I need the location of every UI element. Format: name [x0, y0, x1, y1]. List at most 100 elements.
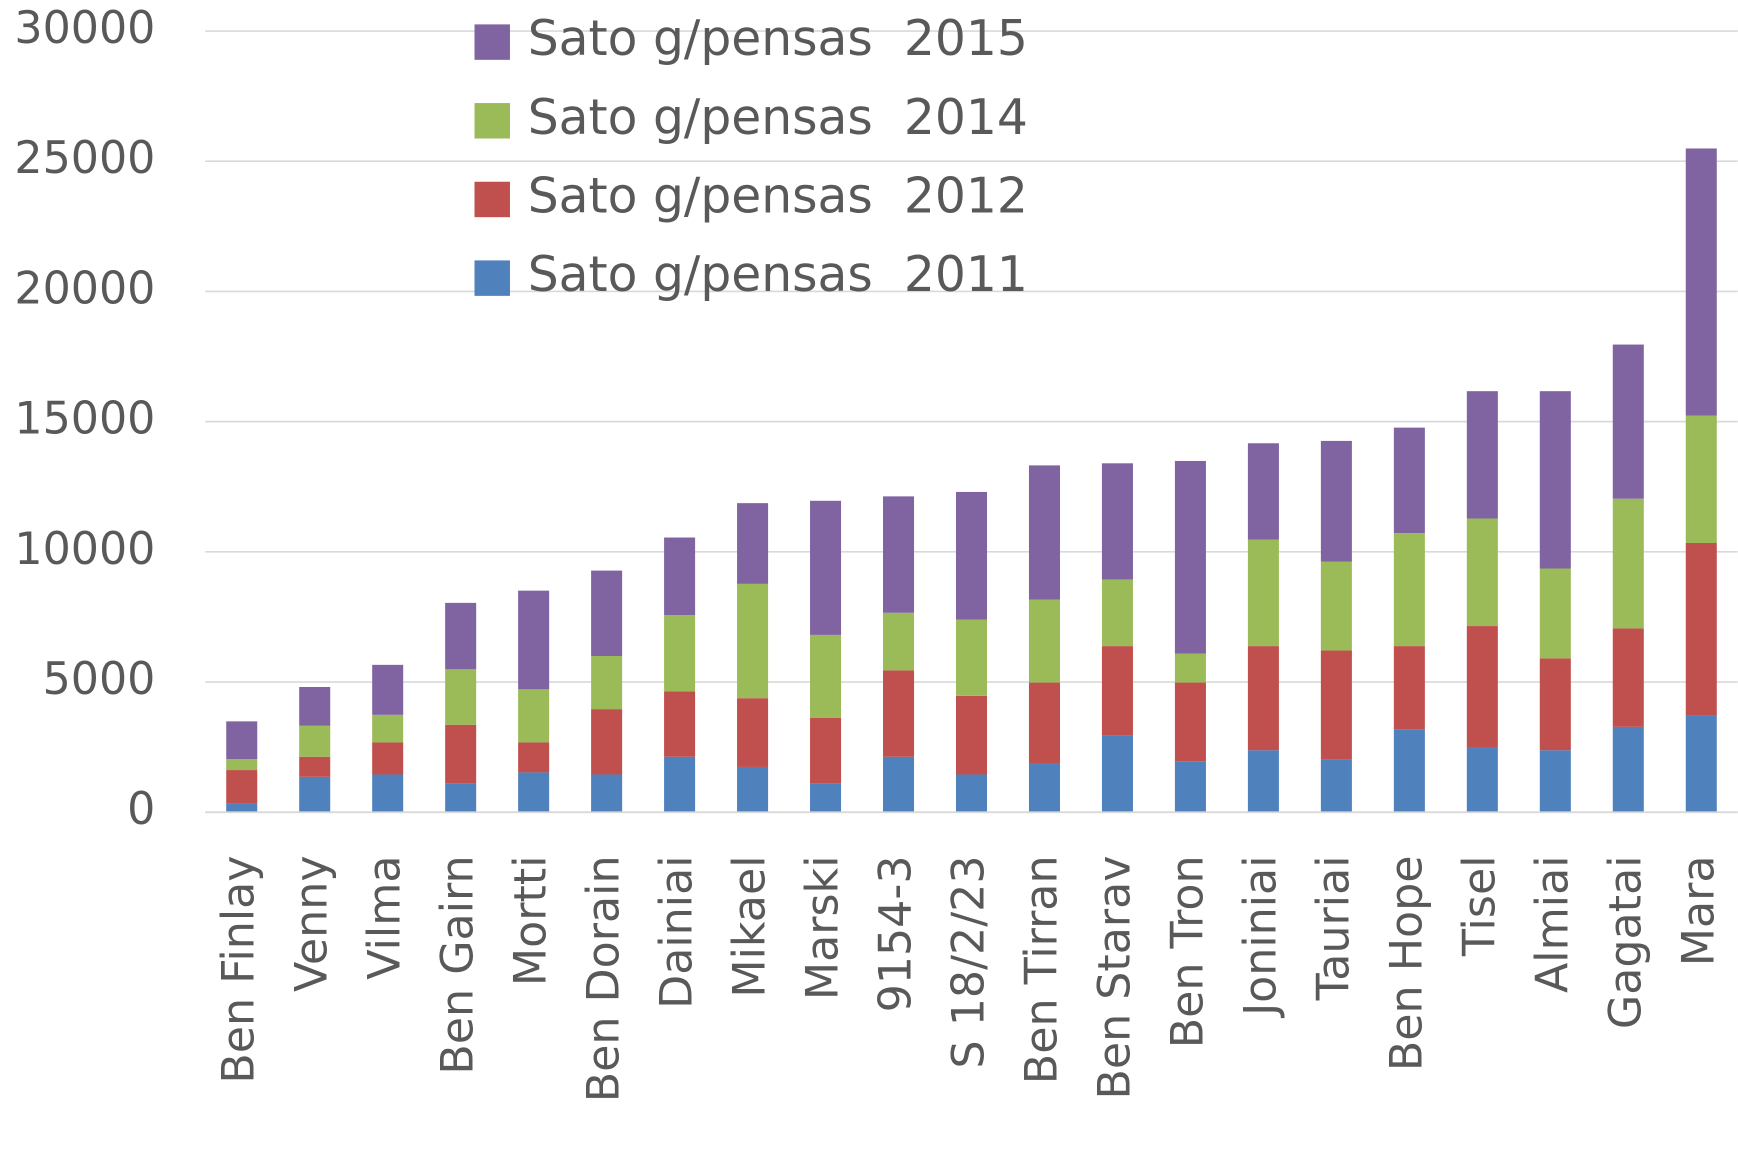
bar-segment — [1174, 460, 1206, 654]
legend-swatch — [474, 260, 510, 296]
bar-segment — [226, 770, 258, 804]
bar-segment — [372, 664, 404, 715]
legend-label: Sato g/pensas 2014 — [528, 90, 1028, 146]
bar-segment — [1612, 726, 1644, 813]
bar-segment — [518, 772, 550, 813]
bar-segment — [1247, 750, 1279, 813]
bar-segment — [664, 615, 696, 692]
bar-segment — [810, 783, 842, 813]
bar-segment — [955, 774, 988, 813]
bar-segment — [445, 669, 477, 725]
bar-segment — [1247, 539, 1279, 647]
bar-segment — [883, 496, 915, 613]
bar-segment — [1612, 628, 1644, 727]
bar-segment — [1685, 542, 1717, 716]
bar-segment — [883, 756, 915, 813]
bar-segment — [810, 634, 842, 718]
bar-segment — [445, 783, 477, 813]
bar-segment — [591, 570, 623, 656]
x-tick-label: Ben Starav — [1089, 855, 1140, 1099]
bar-segment — [1393, 427, 1425, 534]
bar-segment — [955, 491, 988, 620]
bar-segment — [1393, 533, 1425, 647]
bar-segment — [955, 695, 988, 775]
y-tick-label: 15000 — [14, 394, 155, 445]
bar-segment — [1320, 650, 1352, 760]
bar-segment — [226, 721, 258, 760]
bar-segment — [1393, 729, 1425, 813]
bar-segment — [883, 670, 915, 757]
legend-swatch — [474, 24, 510, 60]
bar-segment — [518, 590, 550, 690]
bar-segment — [737, 503, 769, 584]
bar-segment — [1028, 682, 1060, 764]
x-tick-label: Vilma — [360, 855, 411, 979]
bar-segment — [591, 656, 623, 710]
bar-segment — [883, 612, 915, 671]
bar-segment — [1466, 391, 1498, 519]
x-tick-label: Mortti — [506, 855, 557, 986]
bar-segment — [1612, 498, 1644, 629]
bar-segment — [1028, 599, 1060, 683]
y-tick-label: 0 — [127, 784, 155, 835]
bar-segment — [1320, 440, 1352, 562]
bar-segment — [299, 756, 331, 777]
x-tick-label: Ben Gairn — [433, 855, 484, 1074]
bar-segment — [372, 742, 404, 775]
bar-segment — [1320, 561, 1352, 651]
bar-segment — [1101, 735, 1133, 813]
bar-segment — [1101, 463, 1133, 580]
x-tick-label: Gagatai — [1600, 855, 1651, 1029]
bar-segment — [664, 691, 696, 757]
bar-segment — [1393, 646, 1425, 730]
bar-segment — [226, 803, 258, 813]
bar-segment — [591, 774, 623, 813]
x-tick-label: 9154-3 — [871, 855, 922, 1012]
bar-segment — [1612, 344, 1644, 499]
y-tick-label: 30000 — [14, 3, 155, 54]
bar-segment — [1101, 646, 1133, 736]
legend-label: Sato g/pensas 2012 — [528, 168, 1028, 224]
x-tick-label: Ben Finlay — [214, 855, 265, 1083]
bar-segment — [1685, 715, 1717, 813]
bar-segment — [1685, 148, 1717, 416]
bar-segment — [445, 602, 477, 670]
legend-label: Sato g/pensas 2015 — [528, 11, 1028, 67]
legend-swatch — [474, 103, 510, 139]
bar-segment — [1466, 626, 1498, 748]
bar-segment — [1466, 518, 1498, 627]
bar-segment — [518, 689, 550, 743]
bar-segment — [1247, 443, 1279, 540]
legend-label: Sato g/pensas 2011 — [528, 247, 1028, 303]
bar-segment — [1028, 763, 1060, 813]
x-tick-label: Almiai — [1527, 855, 1578, 993]
bar-segment — [299, 776, 331, 813]
x-tick-label: Venny — [287, 855, 338, 992]
bar-segment — [226, 759, 258, 771]
bar-segment — [1174, 761, 1206, 813]
bar-segment — [737, 698, 769, 767]
bar-segment — [955, 619, 988, 696]
y-tick-label: 25000 — [14, 133, 155, 184]
bar-segment — [1101, 579, 1133, 647]
bar-segment — [737, 766, 769, 813]
bar-segment — [299, 725, 331, 757]
x-tick-label: Ben Dorain — [579, 855, 630, 1102]
bar-segment — [299, 686, 331, 726]
bar-segment — [1028, 465, 1060, 600]
bar-segment — [372, 714, 404, 743]
bar-segment — [737, 583, 769, 699]
bar-segment — [1174, 653, 1206, 683]
x-tick-label: Joniniai — [1235, 855, 1286, 1018]
bar-segment — [810, 717, 842, 784]
bar-segment — [1320, 759, 1352, 813]
bar-segment — [1539, 568, 1571, 659]
x-tick-label: Tisel — [1454, 855, 1505, 957]
bar-segment — [372, 774, 404, 813]
bar-segment — [518, 742, 550, 773]
x-tick-label: Mara — [1673, 855, 1724, 966]
bar-segment — [445, 724, 477, 784]
x-tick-label: Ben Tron — [1162, 855, 1213, 1048]
bar-segment — [810, 500, 842, 635]
